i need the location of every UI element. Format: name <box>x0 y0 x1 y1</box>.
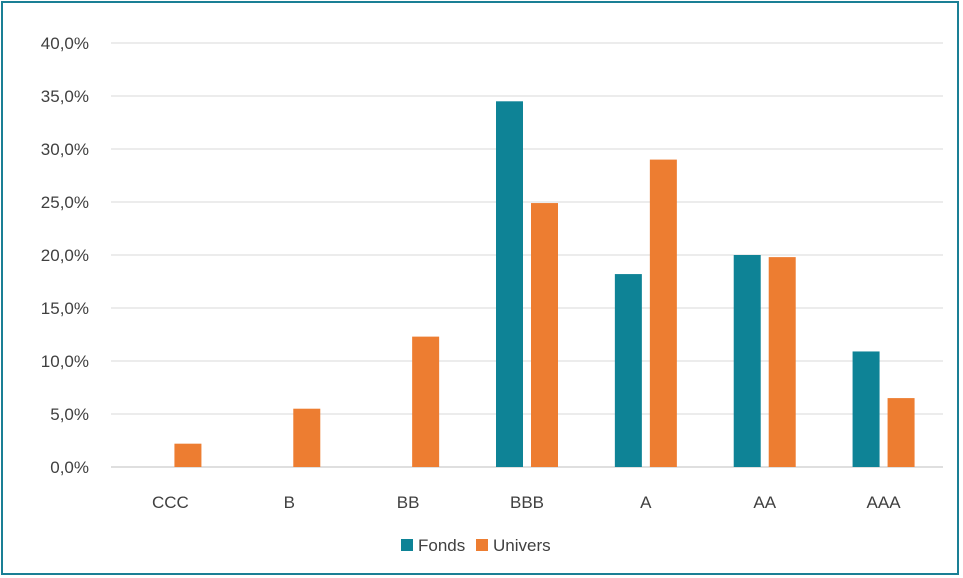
x-tick-label: CCC <box>152 493 189 512</box>
bar-fonds-aaa <box>853 351 880 467</box>
bar-univers-bbb <box>531 203 558 467</box>
legend-swatch-univers <box>476 539 488 551</box>
x-tick-label: BBB <box>510 493 544 512</box>
x-tick-label: B <box>284 493 295 512</box>
y-tick-label: 10,0% <box>41 352 89 371</box>
bar-univers-aa <box>769 257 796 467</box>
bar-univers-aaa <box>888 398 915 467</box>
y-tick-label: 30,0% <box>41 140 89 159</box>
legend-swatch-fonds <box>401 539 413 551</box>
x-axis-ticks: CCC B BB BBB A AA AAA <box>152 493 901 512</box>
x-tick-label: A <box>640 493 652 512</box>
x-tick-label: AAA <box>867 493 902 512</box>
legend-label-fonds: Fonds <box>418 536 465 555</box>
y-tick-label: 0,0% <box>50 458 89 477</box>
y-tick-label: 35,0% <box>41 87 89 106</box>
bar-univers-a <box>650 160 677 467</box>
bar-fonds-aa <box>734 255 761 467</box>
bars <box>174 101 914 467</box>
bar-univers-b <box>293 409 320 467</box>
y-axis-ticks: 0,0% 5,0% 10,0% 15,0% 20,0% 25,0% 30,0% 35,0% 40… <box>41 34 89 477</box>
bar-univers-ccc <box>174 444 201 467</box>
y-tick-label: 40,0% <box>41 34 89 53</box>
y-tick-label: 5,0% <box>50 405 89 424</box>
x-tick-label: AA <box>753 493 776 512</box>
gridlines <box>111 43 943 467</box>
y-tick-label: 25,0% <box>41 193 89 212</box>
bar-fonds-a <box>615 274 642 467</box>
bar-univers-bb <box>412 337 439 467</box>
legend: Fonds Univers <box>401 536 551 555</box>
y-tick-label: 20,0% <box>41 246 89 265</box>
y-tick-label: 15,0% <box>41 299 89 318</box>
bar-fonds-bbb <box>496 101 523 467</box>
legend-label-univers: Univers <box>493 536 551 555</box>
x-tick-label: BB <box>397 493 420 512</box>
bar-chart: 0,0% 5,0% 10,0% 15,0% 20,0% 25,0% 30,0% 35,0% 40… <box>3 3 957 573</box>
